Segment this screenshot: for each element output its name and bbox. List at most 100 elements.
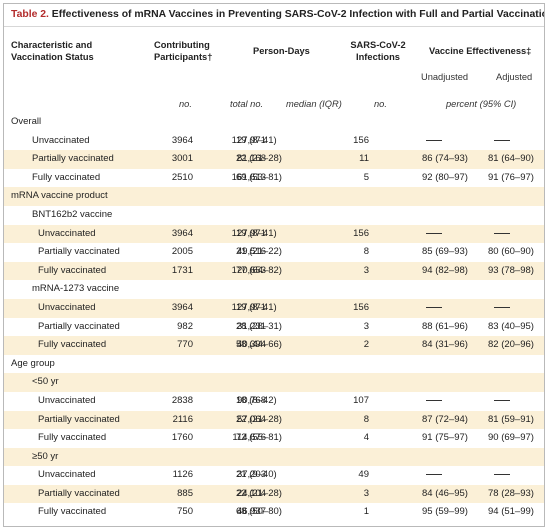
section-row: Overall <box>4 113 544 132</box>
person-days-median-cell: 19 (8–41) <box>236 301 277 313</box>
table-row: Fully vaccinated 770 40,394 58 (44–66) 2 84 (… <box>4 336 544 355</box>
effectiveness-adjusted-cell: 93 (78–98) <box>488 264 534 276</box>
status-label: Partially vaccinated <box>38 413 120 425</box>
person-days-total-cell: 120,653 <box>231 264 266 276</box>
section-label: Age group <box>11 357 55 369</box>
infections-cell: 3 <box>363 264 369 276</box>
infections-cell: 156 <box>353 227 369 239</box>
status-label: Partially vaccinated <box>38 487 120 499</box>
status-label: Unvaccinated <box>38 227 96 239</box>
status-label: Partially vaccinated <box>38 320 120 332</box>
participants-cell: 3964 <box>171 301 193 313</box>
participants-cell: 2005 <box>171 246 193 258</box>
table-body: Overall Unvaccinated 3964 127,971 19 (8–41) 1… <box>4 113 544 522</box>
unit-infections: no. <box>374 99 387 109</box>
effectiveness-adjusted-cell <box>488 466 510 485</box>
person-days-total-cell: 31,231 <box>236 320 266 332</box>
person-days-total-cell: 57,064 <box>236 413 266 425</box>
effectiveness-unadjusted-cell: 91 (75–97) <box>422 432 468 444</box>
section-row: ≥50 yr <box>4 447 544 467</box>
effectiveness-adjusted-cell: 90 (69–97) <box>488 432 534 444</box>
header-adjusted: Adjusted <box>496 72 533 82</box>
table-number: Table 2. <box>11 9 49 20</box>
header-vaccine-effectiveness: Vaccine Effectiveness‡ <box>429 46 532 56</box>
header-characteristic-line2: Vaccination Status <box>11 52 94 62</box>
person-days-median-cell: 21 (21–22) <box>236 246 282 258</box>
status-label: Unvaccinated <box>38 469 96 481</box>
effectiveness-adjusted-cell <box>488 132 510 151</box>
header-participants: Contributing Participants† <box>154 39 212 63</box>
participants-cell: 2116 <box>172 413 193 425</box>
table-row: Partially vaccinated 2005 49,516 21 (21–22)… <box>4 243 544 262</box>
person-days-total-cell: 161,613 <box>231 171 266 183</box>
person-days-total-cell: 127,971 <box>231 227 266 239</box>
participants-cell: 3964 <box>171 134 193 146</box>
table-caption: Effectiveness of mRNA Vaccines in Preven… <box>48 9 545 20</box>
effectiveness-adjusted-cell: 78 (28–93) <box>488 487 534 499</box>
participants-cell: 1126 <box>172 469 193 481</box>
header-characteristic-line1: Characteristic and <box>11 40 93 50</box>
participants-cell: 982 <box>177 320 193 332</box>
person-days-total-cell: 127,971 <box>231 134 266 146</box>
not-applicable-dash <box>494 474 510 476</box>
effectiveness-adjusted-cell: 83 (40–95) <box>488 320 534 332</box>
status-label: Partially vaccinated <box>38 246 120 258</box>
infections-cell: 8 <box>363 413 369 425</box>
table-title: Table 2. Effectiveness of mRNA Vaccines … <box>4 4 544 27</box>
effectiveness-unadjusted-cell: 84 (46–95) <box>422 487 468 499</box>
section-label: BNT162b2 vaccine <box>32 208 113 220</box>
table-row: Unvaccinated 3964 127,971 19 (8–41) 156 <box>4 224 544 244</box>
effectiveness-unadjusted-cell: 94 (82–98) <box>422 264 468 276</box>
effectiveness-unadjusted-cell: 88 (61–96) <box>422 320 468 332</box>
infections-cell: 156 <box>353 301 369 313</box>
infections-cell: 11 <box>359 153 369 165</box>
effectiveness-unadjusted-cell <box>422 225 442 244</box>
person-days-total-cell: 81,168 <box>236 153 266 165</box>
status-label: Fully vaccinated <box>38 506 107 518</box>
participants-cell: 750 <box>177 506 193 518</box>
header-characteristic: Characteristic and Vaccination Status <box>11 39 94 63</box>
table-row: Unvaccinated 3964 127,971 19 (8–41) 156 <box>4 298 544 318</box>
participants-cell: 2838 <box>171 394 193 406</box>
table-row: Unvaccinated 3964 127,971 19 (8–41) 156 <box>4 132 544 151</box>
effectiveness-unadjusted-cell: 92 (80–97) <box>422 171 468 183</box>
header-participants-line1: Contributing <box>154 40 210 50</box>
person-days-median-cell: 22 (21–28) <box>236 153 282 165</box>
status-label: Fully vaccinated <box>38 339 107 351</box>
infections-cell: 49 <box>358 469 369 481</box>
status-label: Fully vaccinated <box>38 264 107 276</box>
person-days-median-cell: 22 (21–28) <box>236 413 282 425</box>
section-row: Age group <box>4 355 544 374</box>
status-label: Unvaccinated <box>38 394 96 406</box>
not-applicable-dash <box>494 399 510 401</box>
section-label: mRNA-1273 vaccine <box>32 283 120 295</box>
effectiveness-adjusted-cell <box>488 225 510 244</box>
participants-cell: 3001 <box>171 153 193 165</box>
not-applicable-dash <box>494 306 510 308</box>
person-days-total-cell: 24,104 <box>236 487 266 499</box>
status-label: Fully vaccinated <box>38 432 107 444</box>
section-row: mRNA-1273 vaccine <box>4 280 544 299</box>
not-applicable-dash <box>426 474 442 476</box>
section-row: <50 yr <box>4 373 544 392</box>
participants-cell: 3964 <box>171 227 193 239</box>
not-applicable-dash <box>494 139 510 141</box>
person-days-median-cell: 28 (28–31) <box>236 320 282 332</box>
person-days-median-cell: 22 (21–28) <box>236 487 282 499</box>
status-label: Unvaccinated <box>32 134 90 146</box>
effectiveness-unadjusted-cell <box>422 392 442 411</box>
unit-median: median (IQR) <box>286 99 342 109</box>
table-row: Fully vaccinated 1760 114,676 72 (55–81) 4 91… <box>4 429 544 448</box>
person-days-total-cell: 40,394 <box>236 339 266 351</box>
effectiveness-adjusted-cell: 80 (60–90) <box>488 246 534 258</box>
not-applicable-dash <box>426 232 442 234</box>
effectiveness-unadjusted-cell: 85 (69–93) <box>422 246 468 258</box>
table-frame: Table 2. Effectiveness of mRNA Vaccines … <box>3 3 545 527</box>
person-days-median-cell: 21 (9–40) <box>236 469 277 481</box>
not-applicable-dash <box>426 399 442 401</box>
effectiveness-adjusted-cell: 94 (51–99) <box>488 506 534 518</box>
effectiveness-adjusted-cell: 81 (64–90) <box>488 153 534 165</box>
table-row: Unvaccinated 1126 37,203 21 (9–40) 49 <box>4 466 544 485</box>
unit-effectiveness: percent (95% CI) <box>446 99 517 109</box>
unit-total: total no. <box>230 99 264 109</box>
